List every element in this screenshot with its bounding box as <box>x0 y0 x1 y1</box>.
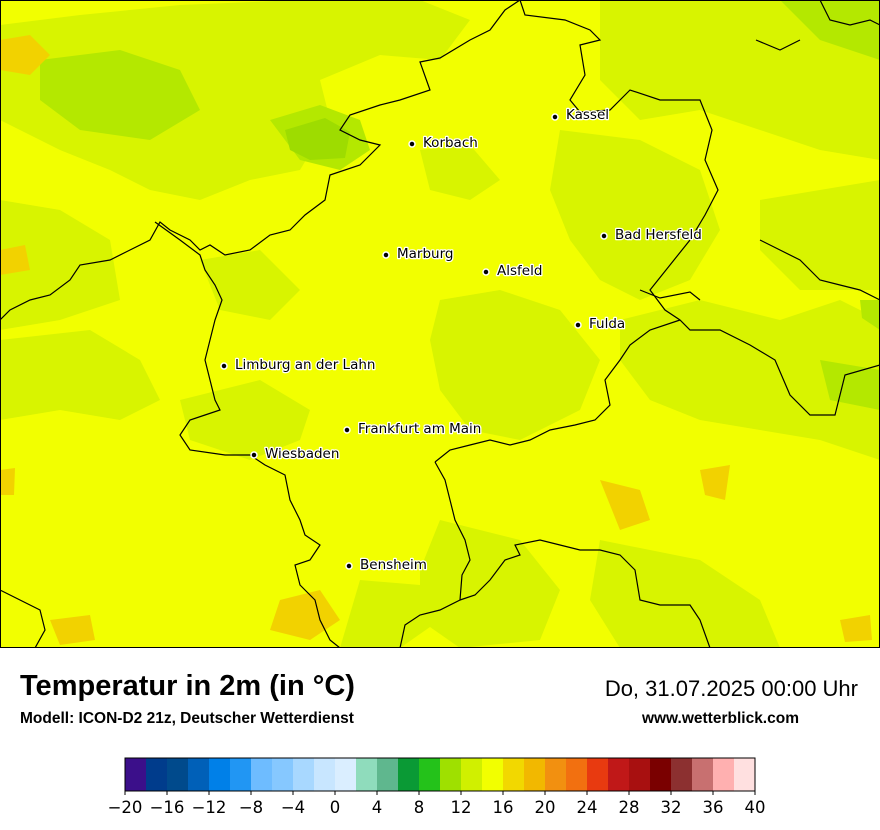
valid-datetime: Do, 31.07.2025 00:00 Uhr <box>604 676 858 701</box>
city-label: Fulda <box>589 316 625 332</box>
colorbar-tick-label: 20 <box>535 798 556 817</box>
temperature-colorbar: −20 −16 −12 −8 −4 0 4 8 12 16 20 24 28 32 36 40 <box>108 757 766 817</box>
colorbar-cell <box>398 758 420 791</box>
colorbar-cell <box>335 758 357 791</box>
city-label: Wiesbaden <box>265 446 339 462</box>
city-dot <box>551 113 559 121</box>
colorbar-tick-label: 40 <box>745 798 766 817</box>
city-dot <box>600 232 608 240</box>
colorbar-cell <box>146 758 168 791</box>
city-label: Bensheim <box>360 557 427 573</box>
colorbar-ticks: −20 −16 −12 −8 −4 0 4 8 12 16 20 24 28 32 36 40 <box>108 791 766 817</box>
colorbar-cell <box>125 758 147 791</box>
city-markers: Kassel Korbach Bad Hersfeld Marburg Alsf… <box>220 106 703 574</box>
colorbar-tick-label: −12 <box>192 798 227 817</box>
colorbar-cell <box>734 758 756 791</box>
colorbar-tick-label: 0 <box>330 798 341 817</box>
city-dot <box>343 426 351 434</box>
city-bensheim: Bensheim <box>345 556 428 574</box>
colorbar-cell <box>608 758 630 791</box>
colorbar-tick-label: 36 <box>703 798 724 817</box>
colorbar-cell <box>461 758 483 791</box>
city-bad-hersfeld: Bad Hersfeld <box>600 226 703 244</box>
city-dot <box>345 562 353 570</box>
colorbar-tick-label: 4 <box>372 798 383 817</box>
colorbar-tick-label: 8 <box>414 798 425 817</box>
city-label: Alsfeld <box>497 263 542 279</box>
colorbar-cell <box>566 758 588 791</box>
colorbar-cell <box>587 758 609 791</box>
colorbar-tick-label: −4 <box>281 798 305 817</box>
colorbar-cell <box>671 758 693 791</box>
city-label: Korbach <box>423 135 478 151</box>
colorbar-cell <box>230 758 252 791</box>
website-credit: www.wetterblick.com <box>641 710 799 727</box>
colorbar-cell <box>440 758 462 791</box>
temperature-map: Kassel Korbach Bad Hersfeld Marburg Alsf… <box>0 0 880 648</box>
colorbar-cell <box>629 758 651 791</box>
city-label: Bad Hersfeld <box>615 227 702 243</box>
colorbar-tick-label: 24 <box>577 798 598 817</box>
city-dot <box>220 362 228 370</box>
colorbar-tick-label: −8 <box>239 798 263 817</box>
city-limburg: Limburg an der Lahn <box>220 356 377 374</box>
border-lines <box>0 0 880 648</box>
temperature-zones <box>0 0 880 648</box>
colorbar-cell <box>188 758 210 791</box>
city-wiesbaden: Wiesbaden <box>250 445 341 463</box>
city-dot <box>574 321 582 329</box>
colorbar-tick-label: 28 <box>619 798 640 817</box>
city-dot <box>408 140 416 148</box>
city-dot <box>250 451 258 459</box>
colorbar-tick-label: 32 <box>661 798 682 817</box>
colorbar-cell <box>503 758 525 791</box>
colorbar-cell <box>713 758 735 791</box>
city-frankfurt: Frankfurt am Main <box>343 420 483 438</box>
colorbar-tick-label: −16 <box>150 798 185 817</box>
colorbar-tick-label: 16 <box>493 798 514 817</box>
colorbar-cell <box>272 758 294 791</box>
city-korbach: Korbach <box>408 134 479 152</box>
colorbar-cell <box>314 758 336 791</box>
colorbar-cell <box>524 758 546 791</box>
city-marburg: Marburg <box>382 245 455 263</box>
colorbar-cell <box>209 758 231 791</box>
map-title: Temperatur in 2m (in °C) <box>20 670 355 702</box>
colorbar-cell <box>377 758 399 791</box>
colorbar-cells <box>125 758 756 791</box>
colorbar-cell <box>545 758 567 791</box>
city-alsfeld: Alsfeld <box>482 262 544 280</box>
colorbar-tick-label: 12 <box>451 798 472 817</box>
colorbar-cell <box>356 758 378 791</box>
colorbar-cell <box>482 758 504 791</box>
colorbar-cell <box>419 758 441 791</box>
city-label: Marburg <box>397 246 453 262</box>
colorbar-tick-label: −20 <box>108 798 143 817</box>
model-info: Modell: ICON-D2 21z, Deutscher Wetterdie… <box>20 710 354 727</box>
city-label: Kassel <box>566 107 609 123</box>
city-label: Limburg an der Lahn <box>235 357 375 373</box>
colorbar-cell <box>293 758 315 791</box>
colorbar-cell <box>692 758 714 791</box>
colorbar-cell <box>251 758 273 791</box>
city-dot <box>382 251 390 259</box>
colorbar-cell <box>167 758 189 791</box>
city-fulda: Fulda <box>574 315 626 333</box>
city-kassel: Kassel <box>551 106 610 124</box>
colorbar-cell <box>650 758 672 791</box>
warmer-zones <box>0 35 872 645</box>
city-dot <box>482 268 490 276</box>
city-label: Frankfurt am Main <box>358 421 481 437</box>
